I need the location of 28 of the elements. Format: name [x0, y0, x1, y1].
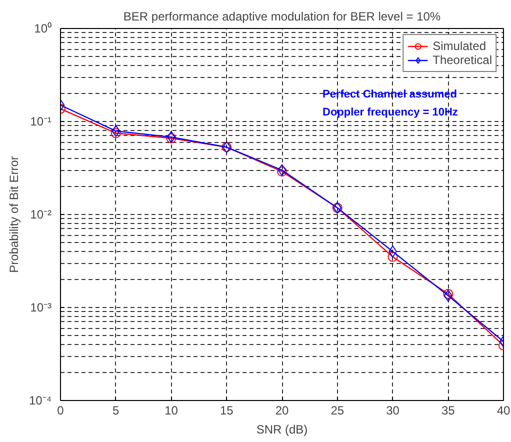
x-tick-label: 40 — [496, 404, 510, 418]
chart-title: BER performance adaptive modulation for BER level = 10% — [123, 10, 441, 24]
point — [110, 128, 121, 138]
point — [278, 164, 286, 176]
point — [388, 252, 398, 262]
x-tick-label: 20 — [275, 404, 289, 418]
y-tick-label: 10⁰ — [34, 22, 52, 36]
point — [444, 290, 452, 302]
point — [277, 166, 287, 176]
legend-label: Theoretical — [432, 53, 492, 67]
x-tick-label: 35 — [441, 404, 456, 418]
x-axis-title: SNR (dB) — [256, 422, 308, 436]
y-tick-label: 10⁻¹ — [30, 114, 52, 128]
x-tick-label: 5 — [112, 404, 120, 418]
y-axis-title: Probability of Bit Error — [6, 156, 21, 273]
x-tick-label: 30 — [386, 404, 400, 418]
x-tick-label: 25 — [330, 404, 344, 418]
y-tick-label: 10⁻⁴ — [28, 394, 52, 408]
y-tick-label: 10⁻² — [30, 208, 52, 222]
point — [112, 125, 120, 138]
y-tick-label: 10⁻³ — [30, 300, 52, 314]
point — [443, 288, 454, 299]
x-tick-label: 10 — [164, 404, 178, 418]
annotation: Perfect Channel assumed — [322, 88, 457, 100]
legend-label: Simulated — [432, 39, 486, 53]
x-tick-label: 0 — [57, 404, 64, 418]
annotation: Doppler frequency = 10Hz — [322, 106, 458, 118]
x-tick-label: 15 — [220, 404, 234, 418]
